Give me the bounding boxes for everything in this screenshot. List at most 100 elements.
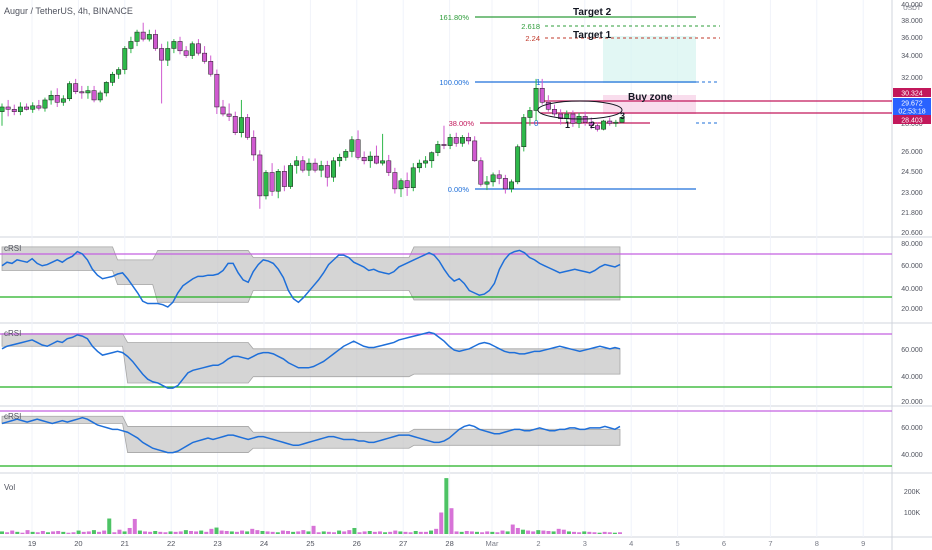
volume-bar (495, 532, 500, 534)
candle-body (146, 34, 152, 40)
volume-bar (163, 532, 168, 534)
candle-body (533, 87, 539, 111)
volume-bar (40, 530, 45, 534)
candle-body (613, 121, 619, 124)
volume-bar (607, 532, 612, 534)
candle-body (306, 162, 312, 171)
candle-body (453, 137, 459, 144)
price-tick-label: 28.000 (901, 121, 923, 128)
crsi-band (1, 415, 621, 453)
volume-bar (505, 531, 510, 534)
volume-bar (10, 530, 15, 534)
candle-body (558, 113, 564, 119)
candle-body (410, 167, 416, 188)
candle-body (251, 137, 257, 156)
volume-bar (459, 531, 464, 534)
candle-body (48, 95, 54, 101)
volume-bar (311, 525, 316, 534)
candle-body (404, 180, 410, 188)
time-tick-label: 4 (629, 539, 633, 548)
volume-bar (71, 532, 76, 534)
volume-bar (86, 531, 91, 534)
time-tick-label: 23 (213, 539, 221, 548)
target-zones (603, 36, 696, 114)
pane-tick-label: 20.000 (901, 399, 923, 406)
candle-body (386, 160, 392, 173)
candle-body (398, 180, 404, 190)
price-tick-label: 24.500 (901, 169, 923, 176)
price-tick-label: 32.000 (901, 75, 923, 82)
volume-bar (602, 531, 607, 534)
candle-body (509, 181, 514, 190)
volume-bar (250, 528, 255, 534)
candle-body (0, 106, 5, 112)
time-tick-label: 6 (722, 539, 726, 548)
candle-body (459, 137, 465, 144)
volume-bar (240, 530, 245, 534)
candle-body (153, 34, 158, 49)
candle-body (257, 154, 263, 197)
price-badge-value: 30.324 (901, 91, 923, 98)
volume-bar (245, 531, 250, 534)
volume-bar (434, 528, 439, 534)
candle-body (189, 43, 195, 56)
candlestick-series (0, 22, 625, 209)
candle-body (202, 52, 208, 62)
candle-body (294, 160, 300, 166)
candle-body (263, 172, 269, 197)
candle-body (484, 181, 490, 185)
candle-body (165, 48, 171, 61)
candle-body (269, 172, 275, 192)
time-tick-label: 22 (167, 539, 175, 548)
candle-body (140, 31, 146, 40)
volume-bar (582, 531, 587, 534)
volume-bar (372, 531, 377, 534)
candle-body (349, 139, 355, 152)
volume-bar (255, 530, 260, 534)
volume-bar (97, 531, 102, 534)
crsi-band (1, 333, 621, 384)
pane-tick-label: 40.000 (901, 374, 923, 381)
fib-extension-label: 2.24 (525, 34, 540, 43)
pane-tick-label: 60.000 (901, 263, 923, 270)
candle-body (281, 171, 287, 187)
candle-body (416, 162, 422, 169)
candle-body (502, 178, 508, 190)
volume-bar (362, 531, 367, 534)
time-tick-label: Mar (486, 539, 499, 548)
target1-label: Target 1 (573, 30, 612, 41)
candle-body (441, 144, 447, 146)
volume-bar (199, 530, 204, 534)
volume-bar (137, 530, 142, 534)
price-badge (893, 106, 931, 115)
volume-bar (367, 530, 372, 534)
candle-body (91, 90, 97, 101)
candle-body (472, 140, 478, 162)
time-tick-label: 8 (815, 539, 819, 548)
volume-bar (388, 531, 393, 534)
volume-bar (454, 531, 459, 534)
candle-body (552, 109, 557, 115)
price-tick-label: 20.600 (901, 230, 923, 237)
volume-bar (321, 531, 326, 534)
candle-body (226, 113, 232, 117)
candle-body (374, 155, 379, 164)
price-axis[interactable]: USDT40.00038.00036.00034.00032.00030.000… (893, 2, 931, 517)
volume-bar (326, 531, 331, 534)
candle-body (300, 160, 306, 171)
volume-bar (15, 531, 20, 534)
time-tick-label: 19 (28, 539, 36, 548)
volume-bar (449, 508, 454, 534)
volume-bar (66, 532, 71, 534)
volume-bar (510, 524, 515, 534)
volume-bar (515, 527, 520, 534)
volume-bar (536, 530, 541, 534)
candle-body (607, 120, 613, 124)
candle-body (588, 121, 594, 126)
volume-bar (35, 532, 40, 534)
pane-label: Vol (4, 483, 15, 492)
volume-bar (148, 531, 153, 534)
time-axis[interactable]: 19 20 21 22 23 24 25 26 27 28 Mar 2 3 4 5 6 7 8 9 (28, 539, 865, 548)
candle-body (324, 165, 330, 178)
